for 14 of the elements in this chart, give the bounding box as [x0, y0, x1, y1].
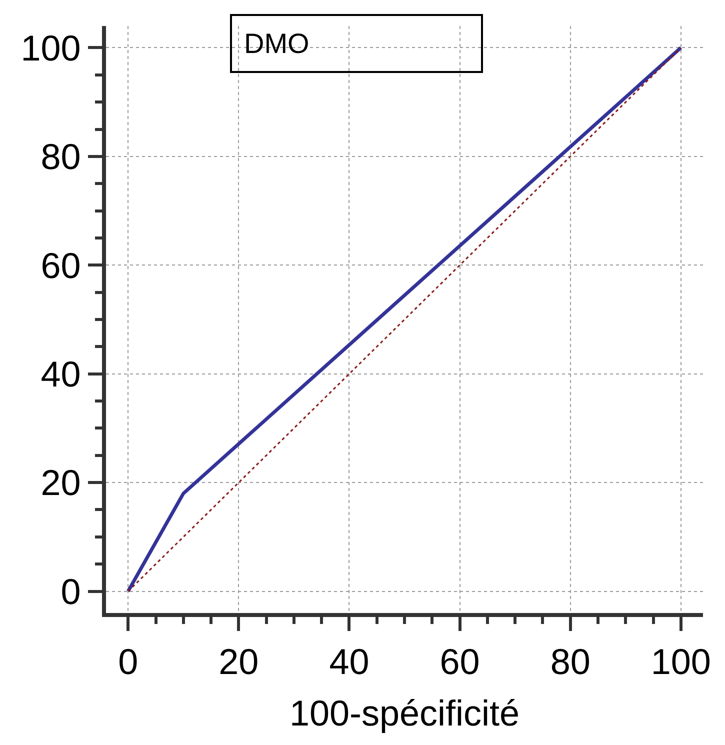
- x-tick-label: 100: [650, 641, 711, 682]
- y-tick-label: 40: [40, 353, 81, 394]
- x-axis-title: 100-spécificité: [289, 692, 520, 734]
- x-tick-label: 0: [118, 641, 138, 682]
- y-tick-label: 60: [40, 244, 81, 286]
- x-tick-label: 60: [440, 641, 480, 682]
- x-tick-label: 20: [218, 641, 259, 682]
- x-tick-label: 40: [329, 641, 370, 682]
- y-tick-label: 0: [60, 570, 81, 612]
- x-tick-label: 80: [550, 641, 590, 682]
- y-tick-label: 100: [20, 27, 81, 68]
- y-tick-label: 20: [40, 462, 81, 504]
- chart-title: DMO: [244, 28, 310, 59]
- y-tick-label: 80: [40, 136, 81, 178]
